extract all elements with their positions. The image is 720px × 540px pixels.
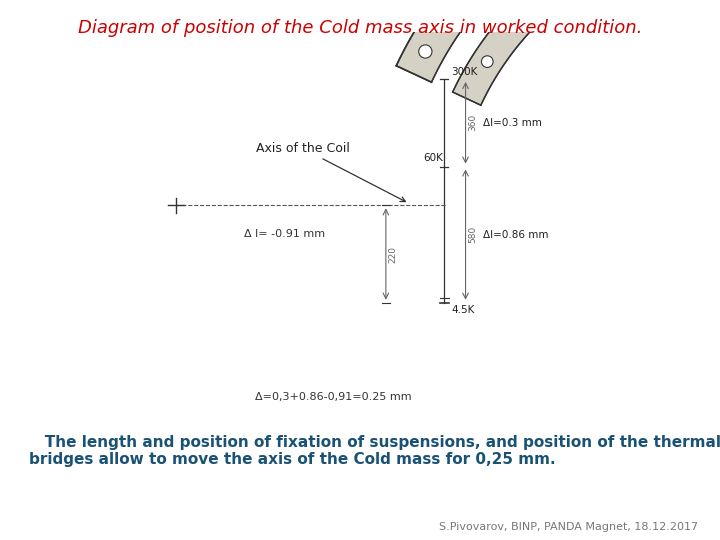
Text: Δ l= -0.91 mm: Δ l= -0.91 mm: [244, 229, 325, 239]
Text: 4.5K: 4.5K: [451, 305, 474, 315]
Text: 360: 360: [469, 114, 477, 131]
Text: Diagram of position of the Cold mass axis in worked condition.: Diagram of position of the Cold mass axi…: [78, 19, 642, 37]
Polygon shape: [453, 0, 653, 105]
Circle shape: [419, 45, 432, 58]
Text: Δl=0.3 mm: Δl=0.3 mm: [483, 118, 542, 128]
Text: Axis of the Coil: Axis of the Coil: [256, 142, 405, 201]
Text: S.Pivovarov, BINP, PANDA Magnet, 18.12.2017: S.Pivovarov, BINP, PANDA Magnet, 18.12.2…: [439, 522, 698, 532]
Circle shape: [529, 0, 541, 11]
Text: 60K: 60K: [423, 153, 443, 164]
Text: Δ=0,3+0.86-0,91=0.25 mm: Δ=0,3+0.86-0,91=0.25 mm: [255, 392, 412, 402]
Text: 300K: 300K: [451, 67, 477, 77]
Polygon shape: [396, 0, 636, 82]
Text: The length and position of fixation of suspensions, and position of the thermal
: The length and position of fixation of s…: [29, 435, 720, 467]
Text: 220: 220: [389, 246, 397, 262]
Text: 580: 580: [469, 226, 477, 243]
Circle shape: [482, 56, 493, 68]
Text: Δl=0.86 mm: Δl=0.86 mm: [483, 230, 549, 240]
